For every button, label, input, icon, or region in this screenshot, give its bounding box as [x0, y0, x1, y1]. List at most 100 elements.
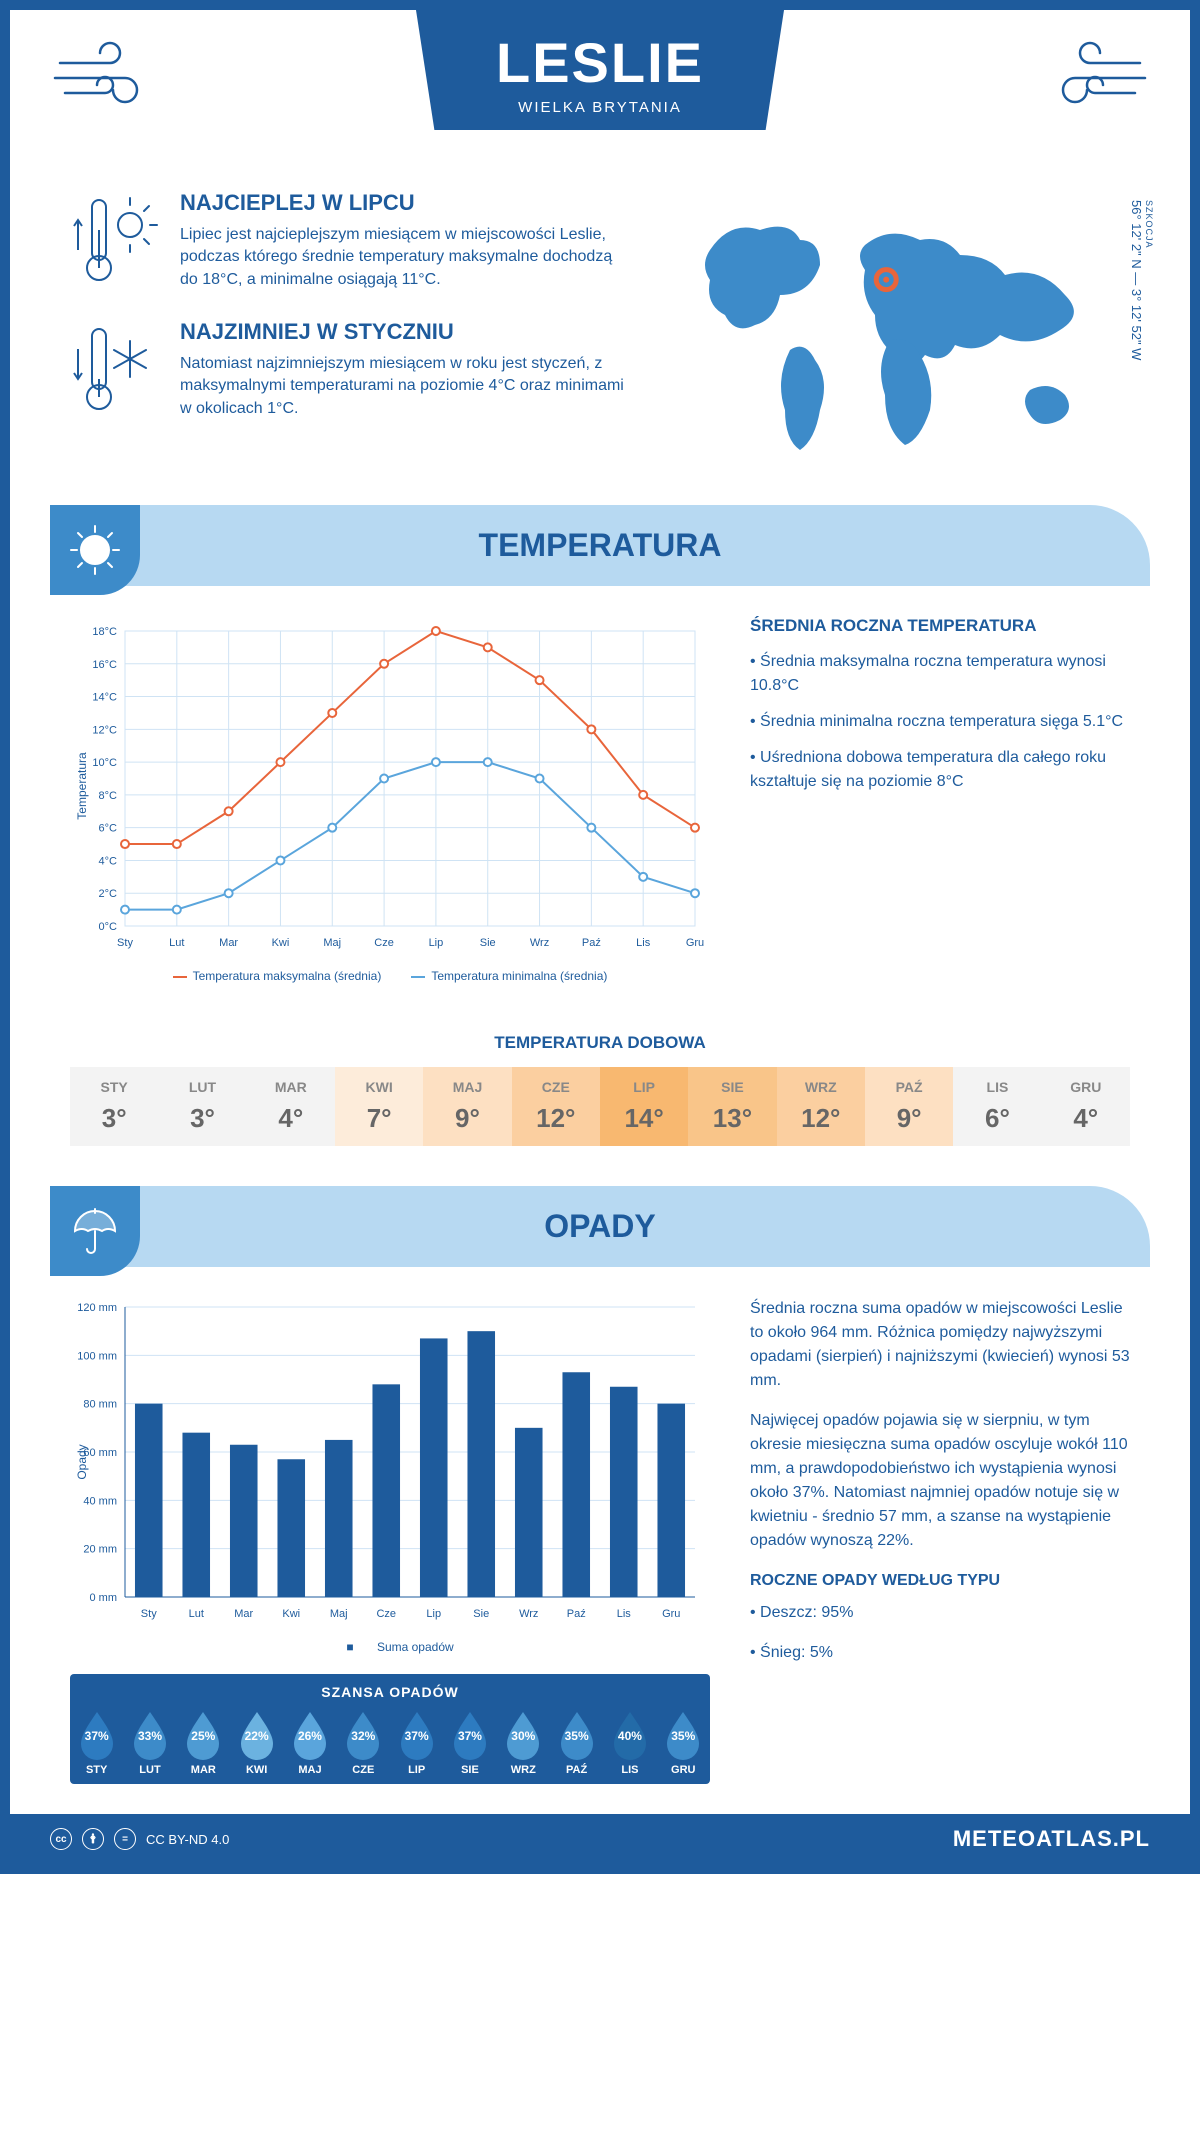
- world-map: SZKOCJA 56° 12' 2" N — 3° 12' 52" W: [670, 190, 1130, 475]
- coldest-title: NAJZIMNIEJ W STYCZNIU: [180, 319, 630, 345]
- legend-max: Temperatura maksymalna (średnia): [173, 969, 382, 983]
- wind-icon-left: [50, 38, 160, 123]
- hottest-text: Lipiec jest najcieplejszym miesiącem w m…: [180, 224, 630, 291]
- svg-text:Mar: Mar: [219, 937, 238, 949]
- footer-license: cc 🛉 = CC BY-ND 4.0: [50, 1828, 229, 1850]
- chance-cell: 26%MAJ: [283, 1708, 336, 1776]
- svg-text:Gru: Gru: [686, 937, 704, 949]
- header-banner: LESLIE WIELKA BRYTANIA: [416, 10, 784, 130]
- annual-temp-title: ŚREDNIA ROCZNA TEMPERATURA: [750, 616, 1130, 636]
- precip-bar-chart: 0 mm20 mm40 mm60 mm80 mm100 mm120 mmOpad…: [70, 1297, 710, 1627]
- precip-chance-row: 37%STY33%LUT25%MAR22%KWI26%MAJ32%CZE37%L…: [70, 1708, 710, 1776]
- svg-text:Wrz: Wrz: [519, 1608, 538, 1620]
- infographic-page: LESLIE WIELKA BRYTANIA NAJCIEPLEJ W LIPC…: [0, 0, 1200, 1874]
- coordinates: SZKOCJA 56° 12' 2" N — 3° 12' 52" W: [1129, 200, 1154, 360]
- svg-text:12°C: 12°C: [92, 724, 117, 736]
- svg-text:Lut: Lut: [169, 937, 184, 949]
- precip-section-banner: OPADY: [50, 1186, 1150, 1267]
- svg-text:Opady: Opady: [75, 1444, 89, 1479]
- temperature-section-title: TEMPERATURA: [479, 527, 722, 563]
- climate-summary: NAJCIEPLEJ W LIPCU Lipiec jest najcieple…: [70, 190, 630, 475]
- region-label: SZKOCJA: [1144, 200, 1154, 356]
- chance-cell: 33%LUT: [123, 1708, 176, 1776]
- daily-cell: WRZ12°: [777, 1067, 865, 1146]
- temperature-section-banner: TEMPERATURA: [50, 505, 1150, 586]
- coldest-row: NAJZIMNIEJ W STYCZNIU Natomiast najzimni…: [70, 319, 630, 424]
- chance-cell: 32%CZE: [337, 1708, 390, 1776]
- daily-cell: SIE13°: [688, 1067, 776, 1146]
- svg-text:10°C: 10°C: [92, 757, 117, 769]
- svg-text:4°C: 4°C: [99, 855, 118, 867]
- daily-cell: MAJ9°: [423, 1067, 511, 1146]
- precip-chance-title: SZANSA OPADÓW: [70, 1684, 710, 1700]
- svg-text:Maj: Maj: [330, 1608, 348, 1620]
- svg-text:Sie: Sie: [480, 937, 496, 949]
- precip-para-1: Średnia roczna suma opadów w miejscowośc…: [750, 1297, 1130, 1393]
- precip-chance-box: SZANSA OPADÓW 37%STY33%LUT25%MAR22%KWI26…: [70, 1674, 710, 1784]
- precip-type-rain: • Deszcz: 95%: [750, 1601, 1130, 1625]
- daily-cell: KWI7°: [335, 1067, 423, 1146]
- svg-text:Sty: Sty: [117, 937, 133, 949]
- location-title: LESLIE: [496, 30, 704, 95]
- daily-cell: PAŹ9°: [865, 1067, 953, 1146]
- svg-text:Temperatura: Temperatura: [75, 752, 89, 820]
- precip-body: 0 mm20 mm40 mm60 mm80 mm100 mm120 mmOpad…: [10, 1297, 1190, 1814]
- svg-text:0 mm: 0 mm: [90, 1592, 118, 1604]
- chance-cell: 37%STY: [70, 1708, 123, 1776]
- svg-text:6°C: 6°C: [99, 823, 118, 835]
- svg-text:Sty: Sty: [141, 1608, 157, 1620]
- sun-icon: [50, 505, 140, 595]
- svg-text:Lip: Lip: [426, 1608, 441, 1620]
- svg-text:8°C: 8°C: [99, 790, 118, 802]
- temperature-body: 0°C2°C4°C6°C8°C10°C12°C14°C16°C18°CStyLu…: [10, 616, 1190, 1013]
- svg-text:80 mm: 80 mm: [83, 1399, 117, 1411]
- hottest-title: NAJCIEPLEJ W LIPCU: [180, 190, 630, 216]
- annual-temp-bullet-1: • Średnia minimalna roczna temperatura s…: [750, 710, 1130, 734]
- chance-cell: 25%MAR: [177, 1708, 230, 1776]
- location-country: WIELKA BRYTANIA: [496, 99, 704, 116]
- daily-temp-title: TEMPERATURA DOBOWA: [10, 1033, 1190, 1053]
- chance-cell: 40%LIS: [603, 1708, 656, 1776]
- coords-text: 56° 12' 2" N — 3° 12' 52" W: [1129, 200, 1144, 360]
- umbrella-icon: [50, 1186, 140, 1276]
- svg-text:14°C: 14°C: [92, 692, 117, 704]
- chance-cell: 37%LIP: [390, 1708, 443, 1776]
- daily-cell: GRU4°: [1042, 1067, 1130, 1146]
- hottest-row: NAJCIEPLEJ W LIPCU Lipiec jest najcieple…: [70, 190, 630, 295]
- wind-icon-right: [1040, 38, 1150, 123]
- annual-temp-bullet-2: • Uśredniona dobowa temperatura dla całe…: [750, 746, 1130, 794]
- precip-type-snow: • Śnieg: 5%: [750, 1641, 1130, 1665]
- svg-text:Wrz: Wrz: [530, 937, 549, 949]
- daily-cell: CZE12°: [512, 1067, 600, 1146]
- chance-cell: 35%GRU: [657, 1708, 710, 1776]
- svg-text:Paź: Paź: [567, 1608, 586, 1620]
- precip-legend-label: ■ Suma opadów: [326, 1640, 453, 1654]
- daily-cell: LIP14°: [600, 1067, 688, 1146]
- coldest-text: Natomiast najzimniejszym miesiącem w rok…: [180, 353, 630, 420]
- chance-cell: 22%KWI: [230, 1708, 283, 1776]
- license-text: CC BY-ND 4.0: [146, 1832, 229, 1847]
- footer: cc 🛉 = CC BY-ND 4.0 METEOATLAS.PL: [10, 1814, 1190, 1864]
- svg-text:Lip: Lip: [429, 937, 444, 949]
- svg-text:Kwi: Kwi: [272, 937, 290, 949]
- annual-temp-bullet-0: • Średnia maksymalna roczna temperatura …: [750, 650, 1130, 698]
- precip-type-title: ROCZNE OPADY WEDŁUG TYPU: [750, 1569, 1130, 1593]
- svg-text:Paź: Paź: [582, 937, 601, 949]
- svg-text:120 mm: 120 mm: [77, 1302, 117, 1314]
- svg-text:0°C: 0°C: [99, 921, 118, 933]
- thermometer-cold-icon: [70, 319, 160, 424]
- temperature-legend: Temperatura maksymalna (średnia) Tempera…: [70, 969, 710, 983]
- chance-cell: 35%PAŹ: [550, 1708, 603, 1776]
- svg-text:Gru: Gru: [662, 1608, 680, 1620]
- svg-text:Mar: Mar: [234, 1608, 253, 1620]
- svg-text:Lis: Lis: [636, 937, 651, 949]
- daily-cell: LUT3°: [158, 1067, 246, 1146]
- top-info: NAJCIEPLEJ W LIPCU Lipiec jest najcieple…: [10, 170, 1190, 505]
- chance-cell: 30%WRZ: [497, 1708, 550, 1776]
- temperature-stats: ŚREDNIA ROCZNA TEMPERATURA • Średnia mak…: [750, 616, 1130, 983]
- daily-cell: LIS6°: [953, 1067, 1041, 1146]
- svg-text:Cze: Cze: [376, 1608, 396, 1620]
- svg-text:Lut: Lut: [189, 1608, 204, 1620]
- nd-icon: =: [114, 1828, 136, 1850]
- world-map-svg: [670, 190, 1130, 470]
